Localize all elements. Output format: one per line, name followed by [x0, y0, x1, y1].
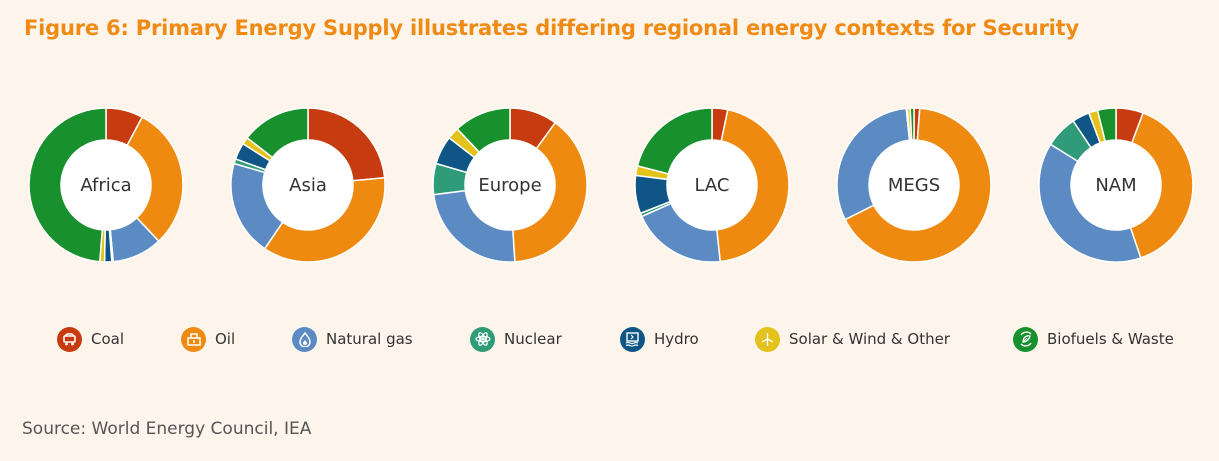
donut-megs: MEGS — [836, 107, 992, 263]
donut-label: NAM — [1095, 175, 1136, 196]
legend-label: Biofuels & Waste — [1047, 330, 1174, 348]
slice-europe-biofuels-waste — [456, 107, 511, 154]
legend-item-coal: Coal — [57, 326, 124, 352]
slice-lac-oil — [715, 108, 790, 263]
donut-label: LAC — [694, 175, 729, 196]
legend-label: Natural gas — [326, 330, 413, 348]
slice-megs-biofuels-waste — [909, 107, 915, 141]
donut-hole — [667, 140, 757, 230]
slice-asia-oil — [263, 176, 386, 263]
legend-item-solar-wind-other: Solar & Wind & Other — [755, 326, 950, 352]
oil-icon — [181, 326, 206, 352]
coal-icon — [57, 326, 82, 352]
slice-asia-biofuels-waste — [246, 107, 309, 159]
donut-label: Africa — [80, 175, 131, 196]
donut-nam: NAM — [1038, 107, 1194, 263]
donut-hole — [1071, 140, 1161, 230]
slice-nam-oil — [1129, 111, 1194, 259]
donut-label: Asia — [289, 175, 327, 196]
donut-hole — [465, 140, 555, 230]
donut-label: MEGS — [888, 175, 940, 196]
legend-item-hydro: Hydro — [620, 326, 699, 352]
donut-africa: Africa — [28, 107, 184, 263]
slice-megs-natural-gas — [836, 107, 911, 221]
legend-label: Nuclear — [504, 330, 562, 348]
biofuels-icon — [1013, 326, 1038, 352]
donut-lac: LAC — [634, 107, 790, 263]
nuclear-icon — [470, 326, 495, 352]
legend-label: Hydro — [654, 330, 699, 348]
legend-label: Coal — [91, 330, 125, 348]
slice-lac-biofuels-waste — [636, 107, 713, 175]
slice-africa-biofuels-waste — [28, 107, 107, 263]
donut-asia: Asia — [230, 107, 386, 263]
donut-label: Europe — [478, 175, 541, 196]
solar-wind-icon — [755, 326, 780, 352]
legend-item-natural-gas: Natural gas — [292, 326, 413, 352]
source-note: Source: World Energy Council, IEA — [22, 419, 312, 439]
legend-item-nuclear: Nuclear — [470, 326, 562, 352]
donut-hole — [61, 140, 151, 230]
natural-gas-icon — [292, 326, 317, 352]
legend-label: Oil — [215, 330, 236, 348]
donut-hole — [263, 140, 353, 230]
legend-item-oil: Oil — [181, 326, 235, 352]
hydro-icon — [620, 326, 645, 352]
legend-label: Solar & Wind & Other — [789, 330, 950, 348]
chart-title: Figure 6: Primary Energy Supply illustra… — [24, 16, 1079, 40]
slice-nam-natural-gas — [1038, 143, 1142, 263]
slice-nam-biofuels-waste — [1096, 107, 1117, 143]
slice-megs-oil — [844, 107, 992, 263]
donut-europe: Europe — [432, 107, 588, 263]
donut-charts: Africa Asia Europe LAC MEGS NAM — [28, 107, 1194, 263]
legend-item-biofuels-waste: Biofuels & Waste — [1013, 326, 1174, 352]
donut-hole — [869, 140, 959, 230]
slice-europe-oil — [512, 121, 588, 263]
